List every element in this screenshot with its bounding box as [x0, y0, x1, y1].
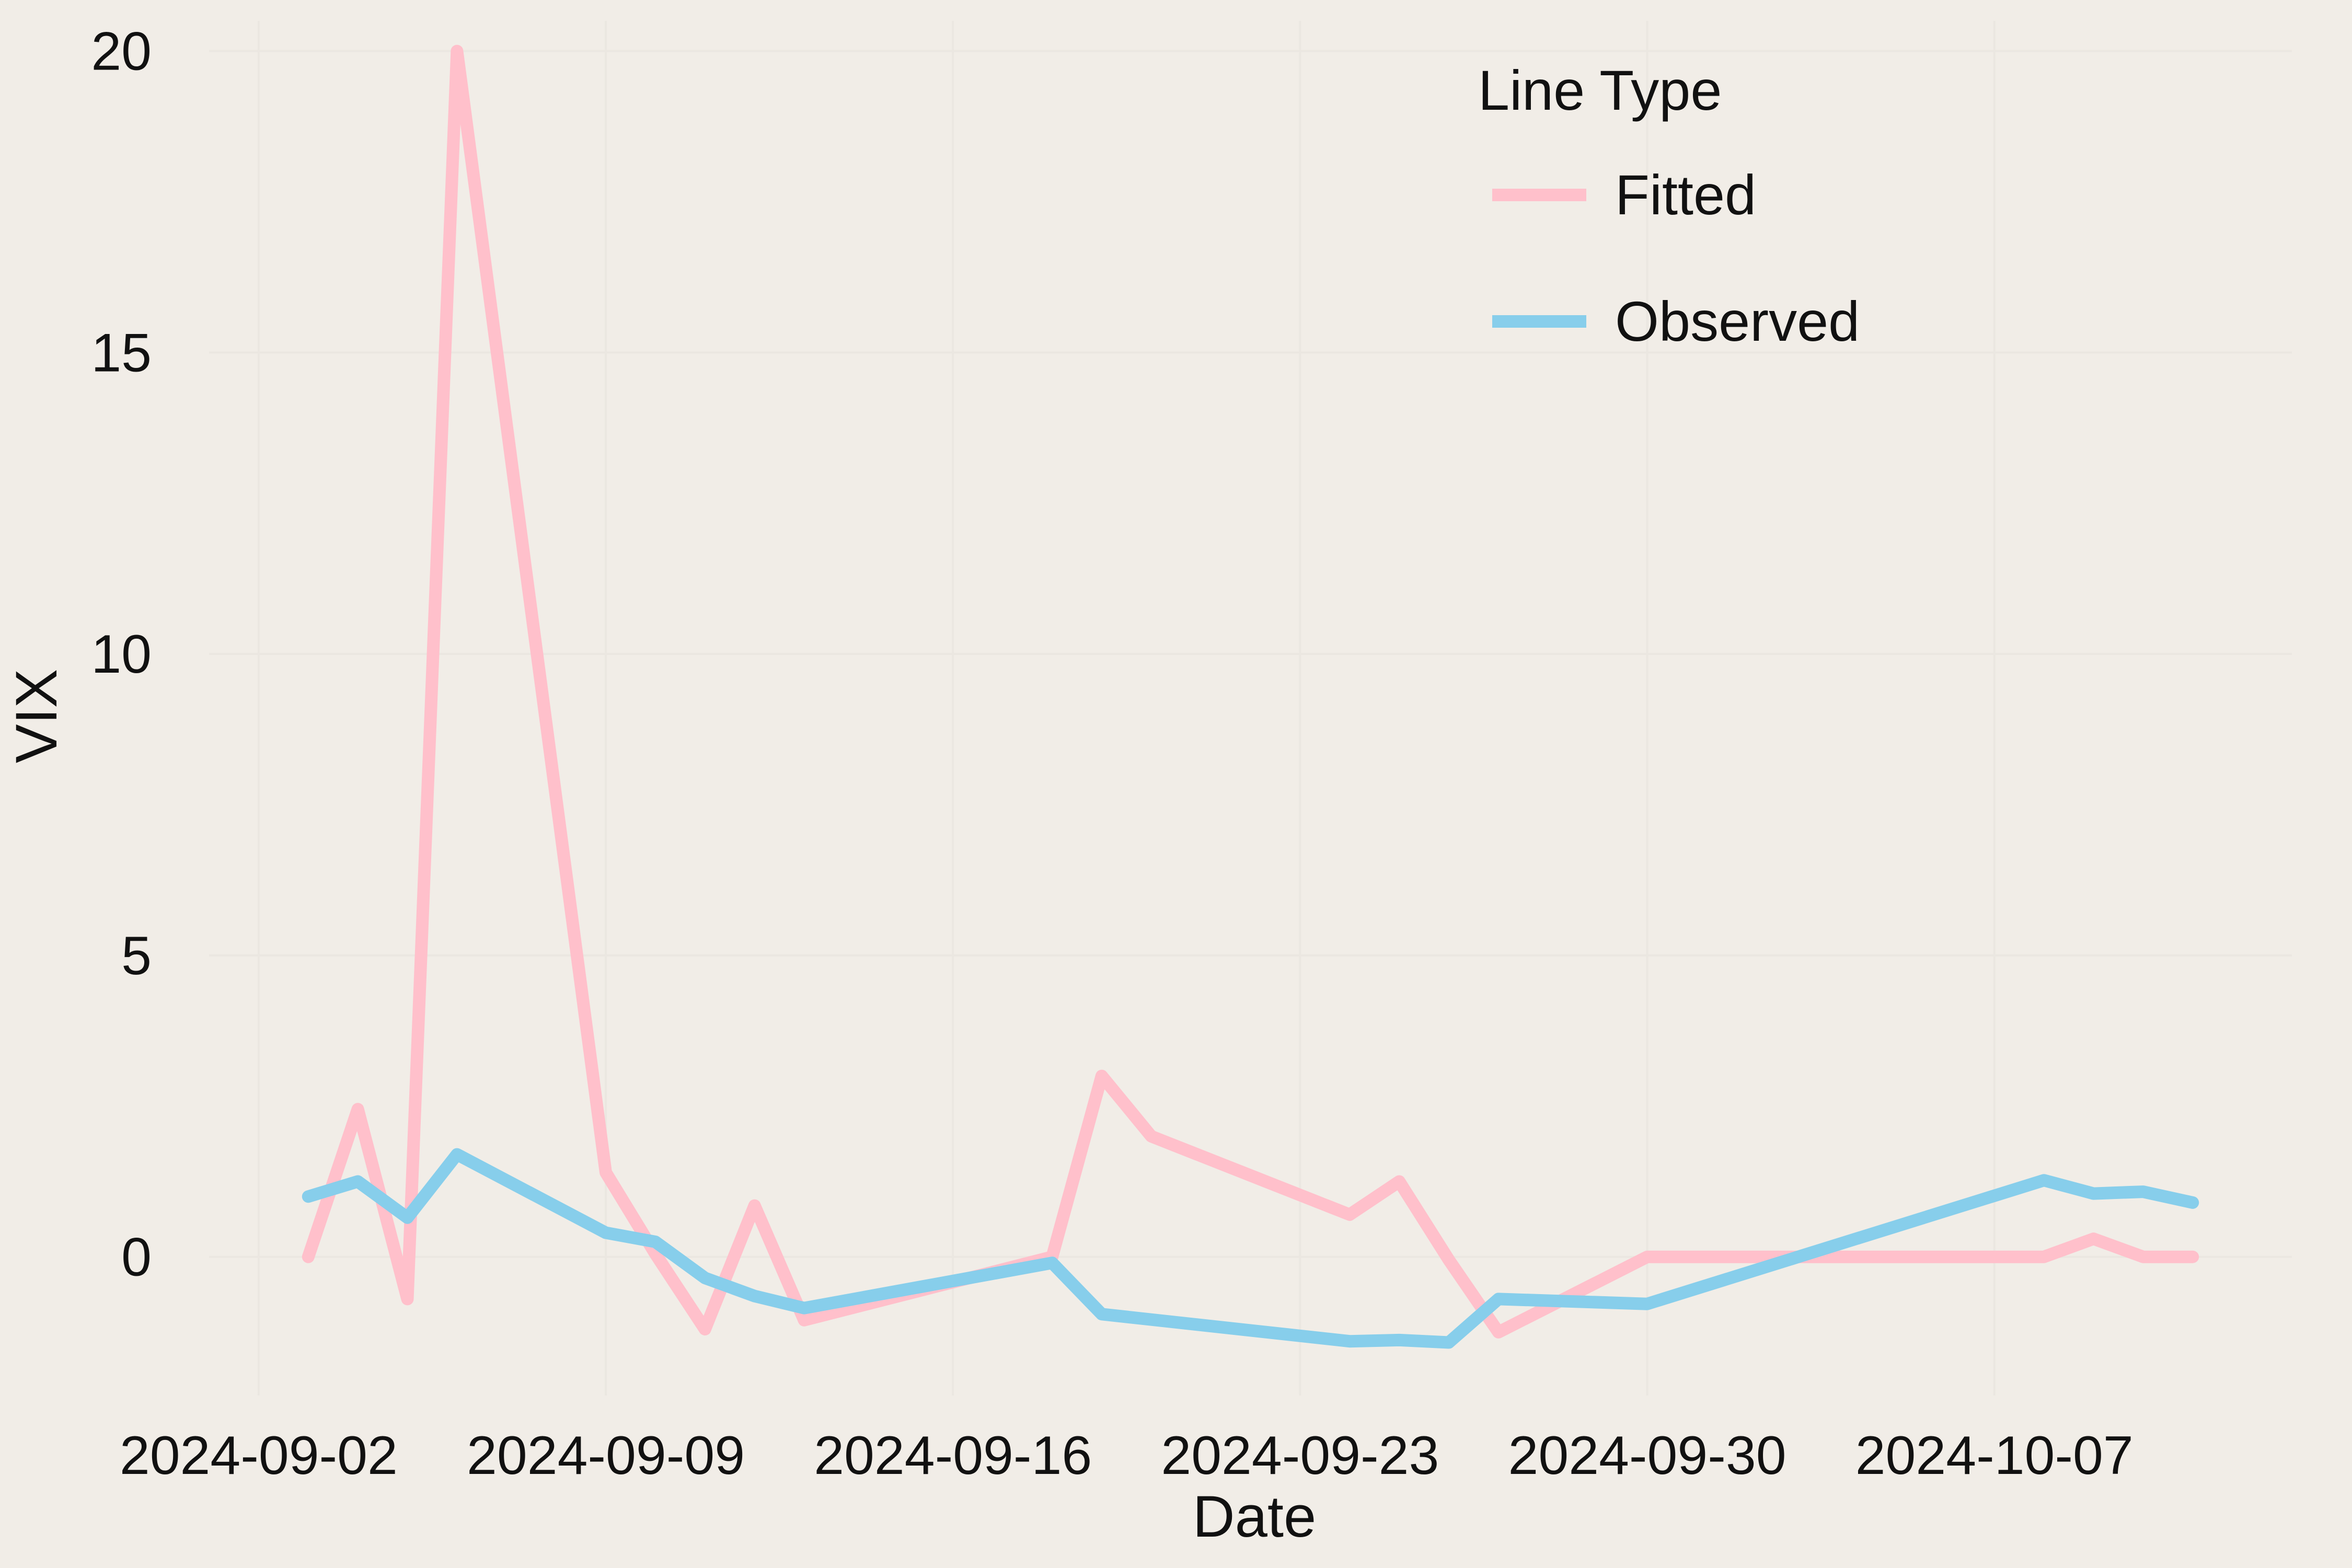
legend-label-observed: Observed — [1615, 290, 1860, 353]
y-axis-title: VIX — [4, 669, 69, 764]
legend-title: Line Type — [1478, 59, 1722, 122]
legend: Line Type Fitted Observed — [1478, 59, 1860, 353]
x-tick-label: 2024-09-23 — [1161, 1425, 1439, 1486]
y-tick-label: 20 — [91, 21, 152, 82]
legend-label-fitted: Fitted — [1615, 163, 1756, 226]
x-tick-label: 2024-09-30 — [1508, 1425, 1786, 1486]
grid-lines — [209, 21, 2292, 1396]
x-tick-label: 2024-09-09 — [467, 1425, 745, 1486]
series-line-observed — [302, 1148, 2199, 1349]
x-tick-label: 2024-09-16 — [814, 1425, 1092, 1486]
y-tick-label: 10 — [91, 624, 152, 685]
y-tick-label: 0 — [121, 1227, 152, 1288]
y-axis-ticks: 0 5 10 15 20 — [91, 21, 152, 1288]
x-tick-label: 2024-09-02 — [120, 1425, 398, 1486]
x-tick-label: 2024-10-07 — [1855, 1425, 2134, 1486]
y-tick-label: 15 — [91, 322, 152, 383]
x-axis-ticks: 2024-09-02 2024-09-09 2024-09-16 2024-09-23… — [120, 1425, 2134, 1486]
series-lines — [302, 44, 2199, 1349]
x-axis-title: Date — [1193, 1484, 1317, 1549]
y-tick-label: 5 — [121, 926, 152, 986]
series-line-fitted — [302, 44, 2199, 1339]
